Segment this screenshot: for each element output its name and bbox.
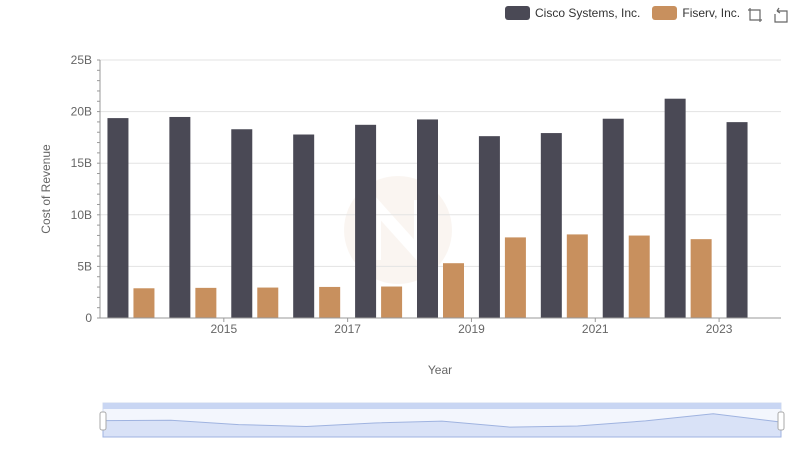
bar-cisco-2022	[602, 118, 624, 319]
legend-label-fiserv: Fiserv, Inc.	[682, 6, 741, 20]
y-tick-label: 15B	[71, 156, 92, 170]
bar-cisco-2024	[726, 122, 748, 318]
zoom-handle-right[interactable]	[777, 411, 785, 431]
bar-cisco-2021	[540, 133, 562, 318]
zoom-icon[interactable]	[747, 7, 763, 23]
bar-cisco-2018	[355, 124, 377, 318]
x-tick-label: 2023	[706, 322, 733, 336]
legend-item-fiserv[interactable]: Fiserv, Inc.	[652, 6, 740, 20]
legend-item-cisco[interactable]: Cisco Systems, Inc.	[505, 6, 640, 20]
x-axis-label: Year	[428, 363, 452, 377]
bar-cisco-2017	[293, 134, 315, 318]
zoom-handle-bar	[103, 403, 781, 409]
bar-fiserv-2018	[381, 286, 403, 318]
legend-swatch-fiserv	[652, 6, 678, 20]
bar-cisco-2014	[107, 118, 129, 319]
y-tick-label: 0	[85, 311, 92, 325]
y-tick-label: 20B	[71, 105, 92, 119]
x-tick-label: 2019	[458, 322, 485, 336]
bars	[107, 98, 748, 319]
axes: 0 5B 10B 15B 20B 25B 2015 2017 2019 2021 2023	[71, 53, 781, 336]
legend-label-cisco: Cisco Systems, Inc.	[535, 6, 641, 20]
bar-fiserv-2019	[443, 263, 464, 318]
bar-fiserv-2020	[504, 237, 526, 318]
bar-cisco-2016	[231, 129, 253, 318]
y-tick-label: 25B	[71, 53, 92, 67]
y-axis-label: Cost of Revenue	[39, 144, 53, 234]
restore-icon[interactable]	[773, 7, 789, 23]
bar-cisco-2019	[417, 119, 438, 318]
bar-cisco-2015	[169, 116, 191, 318]
y-tick-label: 5B	[77, 259, 92, 273]
zoom-handle-left[interactable]	[99, 411, 107, 431]
bar-fiserv-2016	[257, 287, 279, 318]
bar-fiserv-2022	[628, 235, 650, 318]
bar-fiserv-2014	[133, 288, 155, 318]
bar-cisco-2020	[478, 136, 500, 318]
bar-fiserv-2015	[195, 287, 217, 318]
bar-fiserv-2021	[566, 234, 588, 318]
x-tick-label: 2017	[334, 322, 361, 336]
legend: Cisco Systems, Inc. Fiserv, Inc.	[505, 4, 752, 22]
bar-fiserv-2017	[319, 286, 341, 318]
y-tick-label: 10B	[71, 208, 92, 222]
zoom-preview-area	[102, 413, 782, 438]
data-zoom-slider[interactable]	[99, 402, 785, 438]
x-tick-label: 2021	[582, 322, 609, 336]
legend-swatch-cisco	[505, 6, 530, 20]
bar-fiserv-2023	[690, 239, 712, 318]
x-tick-label: 2015	[210, 322, 237, 336]
bar-cisco-2023	[664, 98, 686, 318]
